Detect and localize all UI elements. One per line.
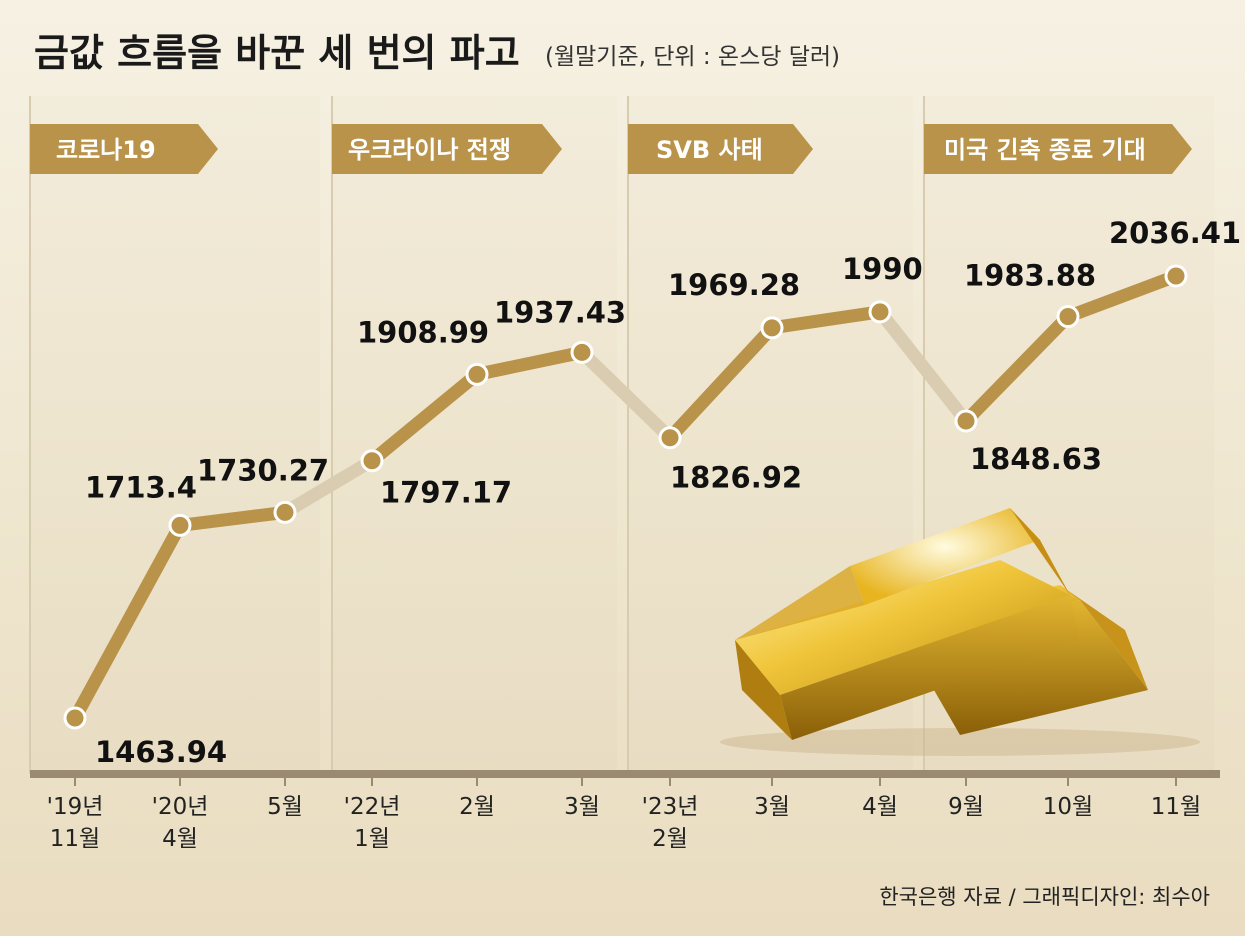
x-tick-label: 3월 xyxy=(564,794,600,820)
event-panel-2 xyxy=(332,96,617,774)
event-panel-1 xyxy=(30,96,320,774)
x-tick-label: 3월 xyxy=(754,794,790,820)
line-segment xyxy=(765,305,887,335)
event-banner: 우크라이나 전쟁 xyxy=(332,124,562,174)
value-label: 1983.88 xyxy=(964,259,1096,293)
data-point xyxy=(360,449,384,473)
event-banner: 미국 긴축 종료 기대 xyxy=(924,124,1192,174)
line-segment xyxy=(68,518,187,725)
value-label: 2036.41 xyxy=(1109,216,1241,250)
data-point xyxy=(658,426,682,450)
data-point xyxy=(168,513,192,537)
value-label: 1730.27 xyxy=(197,453,329,487)
x-tick-label: '22년 1월 xyxy=(344,794,401,852)
data-point xyxy=(1056,305,1080,329)
source-credit: 한국은행 자료 / 그래픽디자인: 최수아 xyxy=(879,885,1210,909)
line-segment xyxy=(470,345,589,381)
value-label: 1937.43 xyxy=(494,295,626,329)
chart-title: 금값 흐름을 바꾼 세 번의 파고 xyxy=(34,31,520,75)
data-point xyxy=(1164,264,1188,288)
event-banner-label: 미국 긴축 종료 기대 xyxy=(944,136,1146,164)
x-tick-label: 10월 xyxy=(1043,794,1093,820)
value-label: 1463.94 xyxy=(95,735,227,769)
value-label: 1797.17 xyxy=(380,476,512,510)
series-points xyxy=(63,264,1188,730)
data-point xyxy=(954,409,978,433)
x-tick-label: 9월 xyxy=(948,794,984,820)
x-tick-label: '19년 11월 xyxy=(47,794,104,852)
line-segment-faded xyxy=(278,454,379,519)
data-point xyxy=(273,500,297,524)
line-segment-faded xyxy=(575,345,677,445)
value-label: 1713.4 xyxy=(85,470,197,504)
value-label: 1826.92 xyxy=(670,461,802,495)
data-point xyxy=(570,340,594,364)
x-tick-labels: '19년 11월 '20년 4월 5월 '22년 1월 2월 3월 '23년 2월 3월 4월 9월 10월… xyxy=(47,794,1202,852)
line-segment xyxy=(959,310,1075,428)
gold-bars-illustration xyxy=(720,508,1200,756)
value-label: 1969.28 xyxy=(668,268,800,302)
line-segment xyxy=(1061,269,1183,324)
line-segment xyxy=(663,321,779,445)
x-tick-label: 11월 xyxy=(1151,794,1201,820)
data-point xyxy=(465,362,489,386)
event-banners: 코로나19 우크라이나 전쟁 SVB 사태 미국 긴축 종료 기대 xyxy=(30,124,1192,174)
x-tick-label: '23년 2월 xyxy=(642,794,699,852)
value-label: 1848.63 xyxy=(970,442,1102,476)
value-label: 1908.99 xyxy=(357,315,489,349)
value-label: 1990 xyxy=(842,252,923,286)
line-segment-faded xyxy=(873,305,973,428)
line-segment xyxy=(365,367,484,468)
x-axis-ticks xyxy=(74,774,1177,786)
line-segment xyxy=(173,505,292,532)
x-tick-label: '20년 4월 xyxy=(152,794,209,852)
event-banner-label: 우크라이나 전쟁 xyxy=(348,136,511,164)
x-tick-label: 4월 xyxy=(862,794,898,820)
data-point xyxy=(868,300,892,324)
chart-subtitle: (월말기준, 단위 : 온스당 달러) xyxy=(545,44,840,70)
series-line xyxy=(68,269,1183,725)
event-banner: 코로나19 xyxy=(30,124,218,174)
data-point xyxy=(63,706,87,730)
x-tick-label: 2월 xyxy=(459,794,495,820)
event-banner-label: 코로나19 xyxy=(56,136,156,164)
event-banner-label: SVB 사태 xyxy=(656,136,763,164)
data-point xyxy=(760,316,784,340)
x-tick-label: 5월 xyxy=(267,794,303,820)
event-banner: SVB 사태 xyxy=(628,124,813,174)
